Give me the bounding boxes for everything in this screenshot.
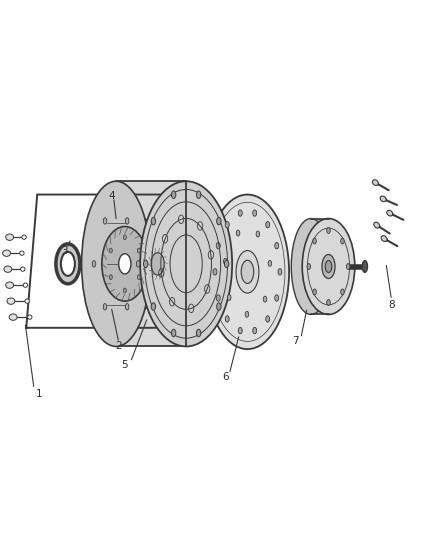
Ellipse shape (136, 261, 140, 267)
Ellipse shape (327, 300, 330, 305)
Ellipse shape (125, 217, 129, 224)
Ellipse shape (380, 196, 386, 201)
Ellipse shape (216, 243, 220, 249)
Ellipse shape (322, 255, 335, 279)
Ellipse shape (6, 282, 14, 288)
Ellipse shape (148, 248, 167, 280)
Ellipse shape (217, 303, 221, 310)
Ellipse shape (253, 327, 257, 334)
Ellipse shape (151, 253, 164, 275)
Ellipse shape (109, 248, 112, 253)
Ellipse shape (21, 267, 25, 271)
Ellipse shape (245, 311, 249, 317)
Ellipse shape (223, 259, 227, 264)
Ellipse shape (92, 261, 96, 267)
Ellipse shape (268, 261, 272, 266)
Ellipse shape (151, 217, 155, 225)
Ellipse shape (7, 298, 15, 304)
Ellipse shape (227, 295, 231, 301)
Text: 2: 2 (115, 342, 122, 351)
Ellipse shape (241, 260, 254, 284)
Ellipse shape (213, 269, 217, 275)
Ellipse shape (109, 274, 112, 279)
Ellipse shape (138, 248, 141, 253)
Ellipse shape (171, 329, 176, 337)
Ellipse shape (124, 288, 126, 293)
Ellipse shape (278, 269, 282, 275)
Ellipse shape (291, 219, 331, 314)
Ellipse shape (144, 260, 148, 268)
Ellipse shape (253, 210, 257, 216)
Ellipse shape (20, 251, 24, 255)
Ellipse shape (4, 266, 12, 272)
Ellipse shape (307, 263, 311, 270)
Ellipse shape (236, 230, 240, 236)
Polygon shape (311, 219, 328, 314)
Ellipse shape (3, 250, 11, 256)
Ellipse shape (103, 217, 107, 224)
Ellipse shape (256, 231, 260, 237)
Ellipse shape (225, 222, 229, 228)
Ellipse shape (110, 222, 162, 306)
Ellipse shape (341, 238, 344, 244)
Ellipse shape (125, 304, 129, 310)
Ellipse shape (266, 316, 270, 322)
Ellipse shape (238, 210, 242, 216)
Ellipse shape (275, 295, 279, 301)
Ellipse shape (9, 314, 17, 320)
Ellipse shape (313, 238, 316, 244)
Ellipse shape (266, 222, 270, 228)
Ellipse shape (151, 303, 155, 310)
Text: 3: 3 (61, 246, 68, 255)
Ellipse shape (197, 191, 201, 198)
Ellipse shape (372, 180, 378, 185)
Text: 7: 7 (292, 336, 299, 346)
Text: 8: 8 (389, 300, 396, 310)
Ellipse shape (81, 181, 151, 346)
Ellipse shape (263, 296, 267, 302)
Text: 1: 1 (36, 390, 43, 399)
Polygon shape (116, 181, 186, 346)
Text: 5: 5 (121, 360, 128, 370)
Ellipse shape (381, 236, 387, 241)
Ellipse shape (25, 299, 29, 303)
Ellipse shape (225, 316, 229, 322)
Ellipse shape (275, 243, 279, 249)
Ellipse shape (327, 228, 330, 233)
Ellipse shape (23, 283, 28, 287)
Text: 4: 4 (108, 191, 115, 201)
Ellipse shape (236, 251, 259, 293)
Ellipse shape (61, 252, 75, 276)
Ellipse shape (6, 234, 14, 240)
Ellipse shape (302, 219, 355, 314)
Ellipse shape (171, 191, 176, 198)
Text: 6: 6 (222, 372, 229, 382)
Ellipse shape (346, 263, 350, 270)
Ellipse shape (102, 227, 148, 301)
Ellipse shape (103, 304, 107, 310)
Ellipse shape (216, 295, 220, 301)
Ellipse shape (107, 217, 164, 310)
Ellipse shape (206, 195, 289, 349)
Ellipse shape (124, 235, 126, 240)
Ellipse shape (28, 315, 32, 319)
Ellipse shape (387, 211, 393, 216)
Ellipse shape (140, 181, 232, 346)
Ellipse shape (313, 289, 316, 295)
Ellipse shape (138, 274, 141, 279)
Ellipse shape (374, 222, 380, 228)
Ellipse shape (238, 327, 242, 334)
Ellipse shape (362, 261, 367, 272)
Ellipse shape (197, 329, 201, 337)
Ellipse shape (56, 244, 80, 284)
Ellipse shape (325, 261, 332, 272)
Ellipse shape (119, 254, 131, 274)
Ellipse shape (22, 235, 26, 239)
Ellipse shape (224, 260, 229, 268)
Ellipse shape (341, 289, 344, 295)
Ellipse shape (217, 217, 221, 225)
